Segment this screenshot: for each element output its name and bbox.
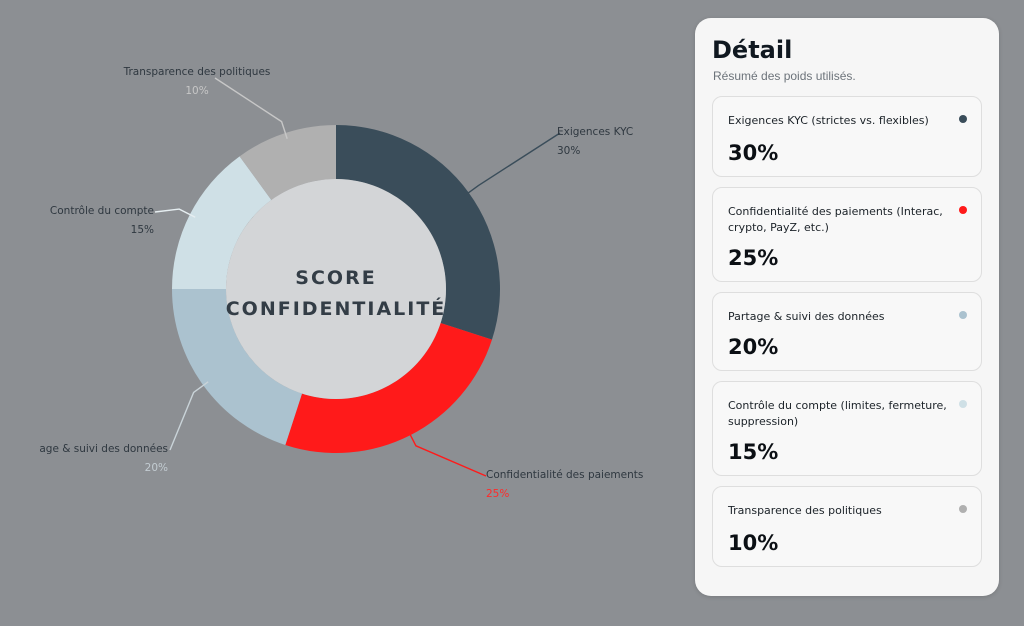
slice-exigences-kyc (336, 125, 500, 340)
card-label: Exigences KYC (strictes vs. flexibles) (728, 114, 929, 127)
card-label: Contrôle du compte (limites, fermeture, … (728, 399, 947, 428)
center-label-line-1: SCORE (295, 267, 376, 289)
weight-card-controle: Contrôle du compte (limites, fermeture, … (712, 381, 982, 476)
card-label: Confidentialité des paiements (Interac, … (728, 205, 943, 234)
weight-card-transparence: Transparence des politiques 10% (712, 486, 982, 567)
callout-label-exigences-kyc: Exigences KYC (557, 126, 633, 138)
callout-value-confidentialite-des-paiements: 25% (486, 488, 509, 500)
slice-confidentialite-des-paiements (285, 322, 492, 453)
legend-dot-icon (959, 115, 967, 123)
callout-line-age-suivi-des-donnees (169, 381, 209, 451)
donut-chart: SCORE CONFIDENTIALITÉ Exigences KYC 30% Co… (39, 66, 643, 500)
callouts: Exigences KYC 30% Confidentialité des paie… (39, 66, 643, 500)
weight-card-list: Exigences KYC (strictes vs. flexibles) 3… (712, 96, 982, 567)
weight-card-kyc: Exigences KYC (strictes vs. flexibles) 3… (712, 96, 982, 177)
center-label-line-2: CONFIDENTIALITÉ (226, 297, 447, 320)
slice-transparence-des-politiques (239, 125, 336, 201)
callout-value-controle-du-compte: 15% (131, 224, 154, 236)
callout-line-transparence-des-politiques (214, 77, 288, 139)
panel-title: Détail (712, 36, 793, 64)
callout-line-controle-du-compte (154, 208, 196, 218)
callout-value-transparence-des-politiques: 10% (185, 85, 208, 97)
card-label: Transparence des politiques (728, 504, 882, 517)
callout-value-exigences-kyc: 30% (557, 145, 580, 157)
callout-line-confidentialite-des-paiements (407, 429, 487, 477)
callout-label-controle-du-compte: Contrôle du compte (50, 205, 154, 217)
weight-card-donnees: Partage & suivi des données 20% (712, 292, 982, 371)
card-value: 15% (728, 440, 779, 464)
callout-value-age-suivi-des-donnees: 20% (145, 462, 168, 474)
weight-card-paiements: Confidentialité des paiements (Interac, … (712, 187, 982, 282)
card-value: 20% (728, 335, 779, 359)
legend-dot-icon (959, 311, 967, 319)
card-value: 30% (728, 141, 779, 165)
card-label: Partage & suivi des données (728, 310, 885, 323)
donut-slices (172, 125, 500, 453)
slice-controle-du-compte (172, 156, 272, 289)
card-value: 10% (728, 531, 779, 555)
callout-label-transparence-des-politiques: Transparence des politiques (123, 66, 271, 78)
legend-dot-icon (959, 400, 967, 408)
detail-panel: Détail Résumé des poids utilisés. Exigen… (695, 18, 999, 596)
card-value: 25% (728, 246, 779, 270)
legend-dot-icon (959, 505, 967, 513)
slice-age-suivi-des-donnees (172, 289, 303, 445)
callout-label-confidentialite-des-paiements: Confidentialité des paiements (486, 469, 643, 481)
legend-dot-icon (959, 206, 967, 214)
panel-subtitle: Résumé des poids utilisés. (713, 69, 856, 83)
donut-center (226, 179, 446, 399)
callout-label-age-suivi-des-donnees: age & suivi des données (39, 443, 168, 455)
callout-line-exigences-kyc (463, 132, 561, 197)
